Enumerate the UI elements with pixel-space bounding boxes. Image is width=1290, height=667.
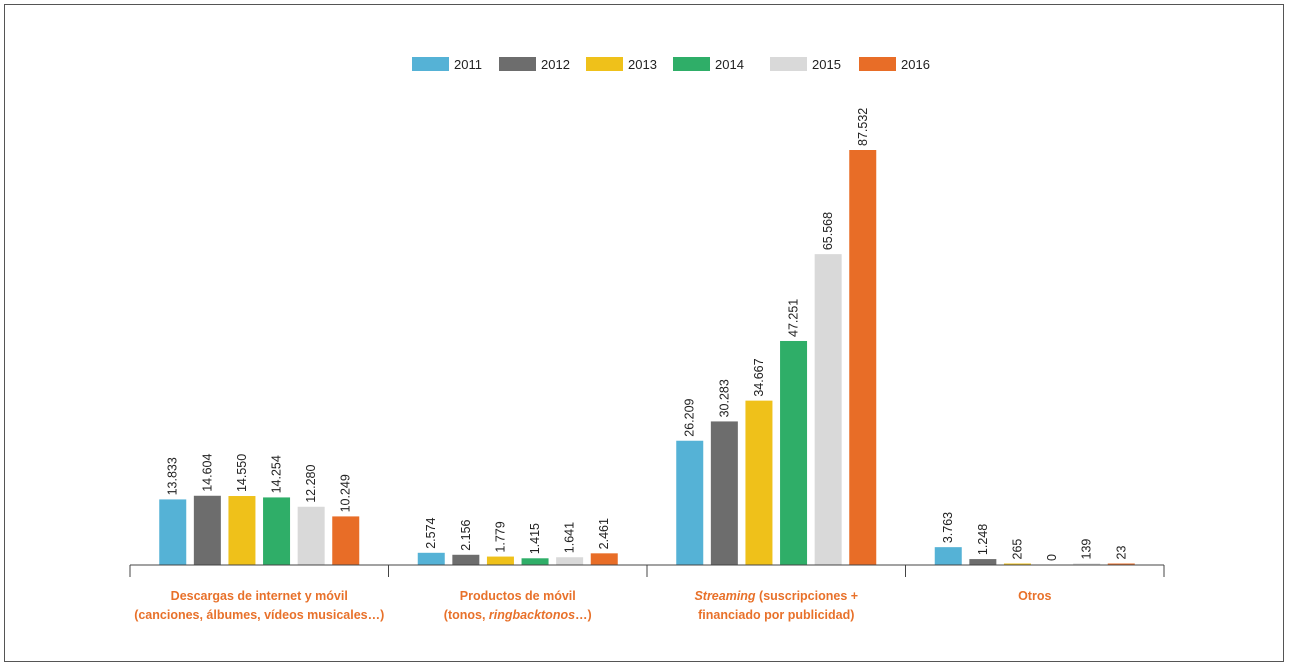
value-label-2011-cat0: 13.833 (166, 457, 180, 495)
bar-2013-cat3 (1003, 563, 1031, 565)
value-label-2016-cat3: 23 (1114, 546, 1128, 560)
legend-label-2012: 2012 (541, 57, 570, 72)
legend-label-2013: 2013 (628, 57, 657, 72)
value-label-2016-cat1: 2.461 (597, 518, 611, 549)
value-label-2012-cat1: 2.156 (459, 519, 473, 550)
bar-2016-cat0 (332, 516, 360, 565)
legend-label-2016: 2016 (901, 57, 930, 72)
value-label-2012-cat3: 1.248 (976, 524, 990, 555)
bar-2014-cat1 (521, 558, 549, 565)
value-label-2015-cat2: 65.568 (821, 212, 835, 250)
bar-2012-cat0 (193, 495, 221, 565)
category-label-0-line0: Descargas de internet y móvil (171, 589, 348, 603)
bar-2013-cat1 (486, 556, 514, 565)
bar-2013-cat0 (228, 496, 256, 565)
bar-2012-cat1 (452, 554, 480, 565)
value-label-2011-cat1: 2.574 (424, 517, 438, 548)
legend-swatch-2016 (859, 57, 896, 71)
bar-2014-cat0 (263, 497, 291, 565)
bar-2013-cat2 (745, 400, 773, 565)
legend-swatch-2014 (673, 57, 710, 71)
bar-2016-cat3 (1107, 563, 1135, 565)
legend-label-2011: 2011 (454, 57, 482, 72)
legend-swatch-2013 (586, 57, 623, 71)
value-label-2014-cat0: 14.254 (270, 455, 284, 493)
bar-2011-cat2 (676, 440, 704, 565)
legend-label-2015: 2015 (812, 57, 841, 72)
bar-2016-cat2 (849, 150, 877, 565)
bar-2012-cat3 (969, 559, 997, 565)
category-label-1-line1: (tonos, ringbacktonos…) (444, 608, 592, 622)
bar-2011-cat3 (934, 547, 962, 565)
value-label-2014-cat2: 47.251 (787, 299, 801, 337)
value-label-2011-cat3: 3.763 (941, 512, 955, 543)
bar-2011-cat0 (159, 499, 187, 565)
value-label-2015-cat3: 139 (1080, 539, 1094, 560)
bar-2014-cat2 (780, 340, 808, 565)
category-label-0-line1: (canciones, álbumes, vídeos musicales…) (134, 608, 384, 622)
value-label-2014-cat3: 0 (1045, 554, 1059, 561)
legend-swatch-2012 (499, 57, 536, 71)
category-label-2-line0: Streaming (suscripciones + (694, 589, 858, 603)
value-label-2013-cat3: 265 (1010, 539, 1024, 560)
bar-2015-cat0 (297, 506, 325, 565)
value-label-2011-cat2: 26.209 (683, 398, 697, 436)
value-label-2016-cat0: 10.249 (339, 474, 353, 512)
bar-2015-cat3 (1073, 563, 1101, 565)
category-label-2-line1: financiado por publicidad) (698, 608, 854, 622)
legend-swatch-2015 (770, 57, 807, 71)
category-label-1-line0: Productos de móvil (460, 589, 576, 603)
legend: 2011 2012 2013 2014 2015 2016 (412, 57, 930, 72)
value-label-2013-cat0: 14.550 (235, 454, 249, 492)
bar-2015-cat2 (814, 254, 842, 565)
bars (159, 150, 1135, 565)
bar-2016-cat1 (590, 553, 618, 565)
category-label-3-line0: Otros (1018, 589, 1051, 603)
value-label-2012-cat2: 30.283 (717, 379, 731, 417)
value-label-2013-cat2: 34.667 (752, 358, 766, 396)
value-label-2016-cat2: 87.532 (856, 108, 870, 146)
value-labels: 13.833 14.604 14.550 14.254 12.280 10.249 2.57… (166, 108, 1129, 561)
x-axis (129, 564, 1165, 577)
value-label-2015-cat1: 1.641 (563, 522, 577, 553)
bar-2012-cat2 (710, 421, 738, 565)
value-label-2012-cat0: 14.604 (200, 453, 214, 491)
value-label-2014-cat1: 1.415 (528, 523, 542, 554)
bar-2015-cat1 (556, 557, 584, 565)
value-label-2013-cat1: 1.779 (493, 521, 507, 552)
value-label-2015-cat0: 12.280 (304, 464, 318, 502)
legend-swatch-2011 (412, 57, 449, 71)
legend-label-2014: 2014 (715, 57, 744, 72)
bar-2011-cat1 (417, 552, 445, 565)
category-labels: Descargas de internet y móvil (canciones,… (134, 589, 1051, 622)
